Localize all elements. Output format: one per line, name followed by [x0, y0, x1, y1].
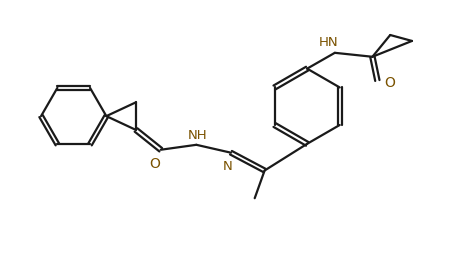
Text: O: O — [149, 156, 160, 170]
Text: O: O — [383, 76, 394, 90]
Text: N: N — [222, 160, 233, 172]
Text: HN: HN — [318, 36, 338, 49]
Text: NH: NH — [187, 129, 207, 142]
